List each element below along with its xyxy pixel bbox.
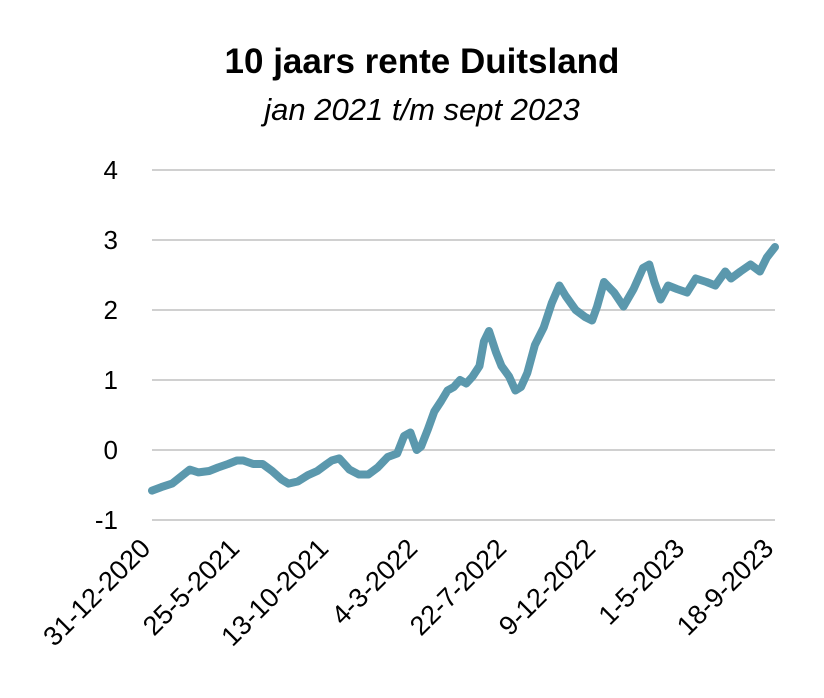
y-tick-label: 3 xyxy=(104,225,118,255)
x-tick-label: 18-9-2023 xyxy=(671,533,779,641)
y-tick-label: 4 xyxy=(104,155,118,185)
chart-title: 10 jaars rente Duitsland xyxy=(224,42,620,81)
y-tick-label: -1 xyxy=(95,505,118,535)
series-line xyxy=(148,243,779,495)
y-tick-label: 0 xyxy=(104,435,118,465)
x-axis-tick-labels: 31-12-202025-5-202113-10-20214-3-202222-… xyxy=(37,533,779,652)
x-tick-label: 9-12-2022 xyxy=(493,533,601,641)
series-layer xyxy=(148,243,779,495)
chart-subtitle: jan 2021 t/m sept 2023 xyxy=(264,92,580,127)
y-axis-tick-labels: 4 3 2 1 0 -1 xyxy=(95,155,118,535)
x-tick-label: 31-12-2020 xyxy=(37,533,156,652)
y-tick-label: 1 xyxy=(104,365,118,395)
y-tick-label: 2 xyxy=(104,295,118,325)
x-tick-label: 22-7-2022 xyxy=(404,533,512,641)
gridlines xyxy=(152,169,775,521)
